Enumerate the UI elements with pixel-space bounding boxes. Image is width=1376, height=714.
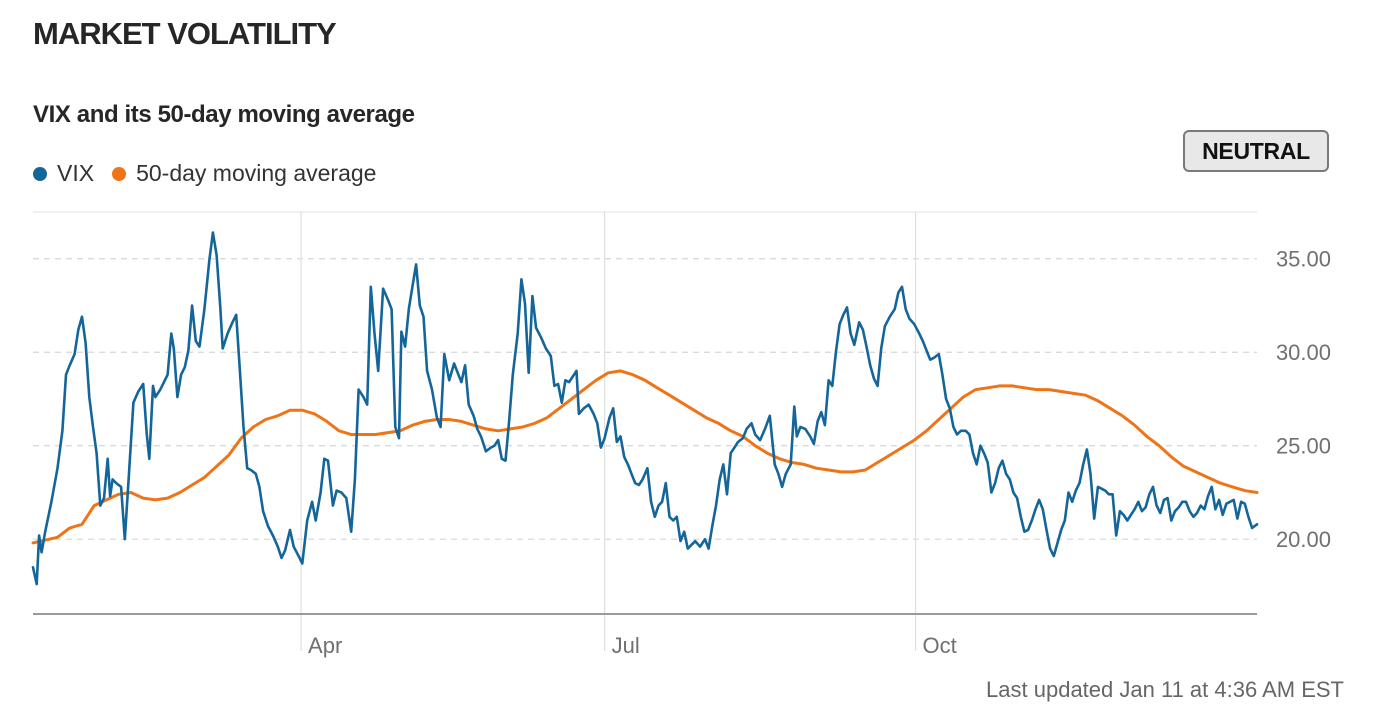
y-tick-label: 35.00 (1276, 247, 1331, 272)
legend-swatch-vix (33, 166, 47, 181)
chart-legend: VIX 50-day moving average (33, 160, 394, 187)
chart-grid (33, 211, 1257, 651)
legend-swatch-moving-average (112, 166, 127, 181)
y-tick-label: 25.00 (1276, 434, 1331, 459)
last-updated-text: Last updated Jan 11 at 4:36 AM EST (986, 677, 1344, 702)
page-title: MARKET VOLATILITY (33, 16, 337, 51)
moving-average-series-line (31, 369, 1259, 545)
y-tick-label: 30.00 (1276, 340, 1331, 365)
status-badge: NEUTRAL (1183, 130, 1329, 172)
chart-subtitle: VIX and its 50-day moving average (33, 101, 415, 128)
legend-label-moving-average: 50-day moving average (136, 160, 377, 186)
chart-series (31, 231, 1259, 586)
chart-axes: 20.00 25.00 30.00 35.00 Apr Jul Oct (33, 247, 1331, 658)
x-tick-label: Apr (308, 633, 342, 658)
y-tick-label: 20.00 (1276, 527, 1331, 552)
x-tick-label: Jul (612, 633, 640, 658)
legend-item-moving-average[interactable]: 50-day moving average (112, 160, 376, 187)
vix-series-line (31, 231, 1259, 586)
legend-item-vix[interactable]: VIX (33, 160, 94, 187)
x-tick-label: Oct (923, 633, 957, 658)
legend-label-vix: VIX (57, 160, 95, 186)
